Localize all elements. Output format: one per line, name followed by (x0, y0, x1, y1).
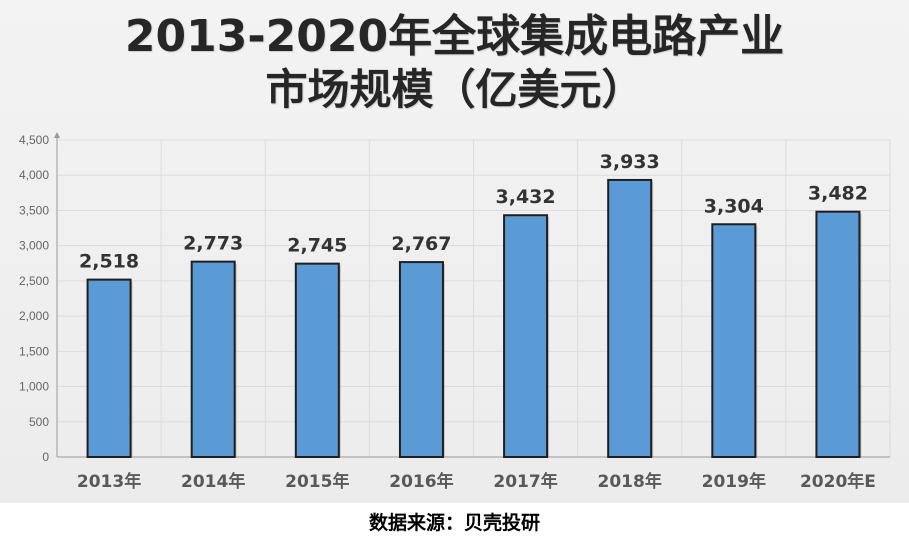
data-label: 2,773 (183, 233, 243, 255)
bar (815, 210, 861, 458)
y-tick-label: 2,000 (19, 309, 49, 323)
data-label: 2,767 (391, 233, 451, 255)
data-label: 3,304 (704, 195, 764, 217)
y-tick-label: 2,500 (19, 274, 49, 288)
y-tick-label: 1,000 (19, 380, 49, 394)
bar (294, 262, 340, 458)
x-tick-label: 2017年 (493, 471, 557, 492)
y-tick-label: 4,000 (19, 168, 49, 182)
x-tick-label: 2016年 (389, 471, 453, 492)
data-label: 2,745 (287, 235, 347, 257)
bar (711, 223, 757, 458)
data-source-note: 数据来源：贝壳投研 (368, 512, 540, 534)
y-tick-label: 1,500 (19, 344, 49, 358)
x-tick-label: 2020年E (800, 471, 876, 492)
x-tick-label: 2015年 (285, 471, 349, 492)
data-label: 3,482 (808, 183, 868, 205)
bar (503, 214, 549, 458)
chart-panel: 0 500 1,000 1,500 2,000 2,500 3,000 3,500 4,000 4… (0, 0, 909, 503)
y-tick-label: 3,000 (19, 239, 49, 253)
x-tick-label: 2019年 (702, 471, 766, 492)
bar (190, 260, 236, 458)
bar (398, 261, 444, 459)
bar-chart: 0 500 1,000 1,500 2,000 2,500 3,000 3,500 4,000 4… (19, 132, 891, 492)
x-tick-label: 2014年 (181, 471, 245, 492)
chart-title-line-1: 2013-2020年全球集成电路产业 (124, 11, 785, 62)
data-label: 3,432 (496, 186, 556, 208)
y-tick-label: 4,500 (19, 133, 49, 147)
data-label: 2,518 (79, 251, 139, 273)
y-tick-label: 0 (42, 450, 49, 464)
x-tick-label: 2018年 (598, 471, 662, 492)
bar (86, 278, 132, 458)
y-tick-label: 3,500 (19, 203, 49, 217)
data-label: 3,933 (600, 151, 660, 173)
y-axis-arrow (54, 132, 60, 138)
y-tick-label: 500 (29, 415, 49, 429)
bar (607, 178, 653, 459)
x-tick-label: 2013年 (77, 471, 141, 492)
chart-title-line-2: 市场规模（亿美元） (265, 65, 644, 114)
